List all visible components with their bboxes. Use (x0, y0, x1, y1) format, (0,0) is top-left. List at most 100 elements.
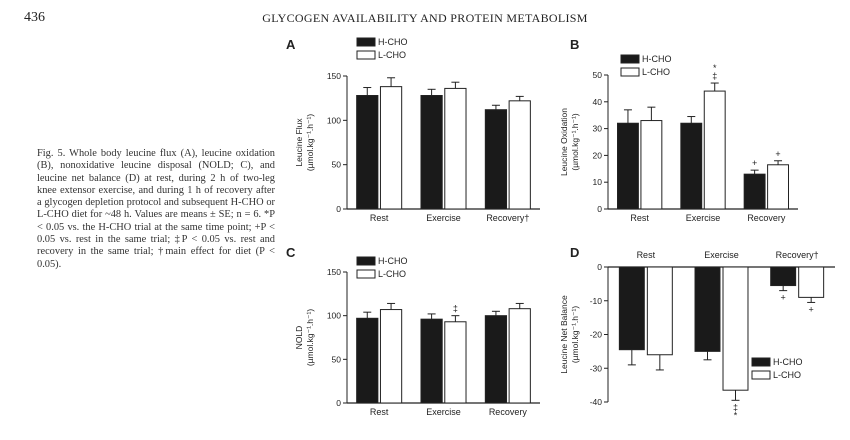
y-tick-label-d: -30 (590, 363, 603, 373)
y-tick-label-c: 150 (327, 267, 341, 277)
bar-d-hcho (694, 266, 721, 352)
bar-b-hcho (743, 173, 766, 210)
legend-label-b-hcho: H-CHO (642, 54, 672, 64)
y-tick-label-d: -40 (590, 397, 603, 407)
bar-a-hcho (484, 109, 508, 210)
legend-swatch-d-hcho (751, 357, 771, 367)
significance-mark-d: ‡ (733, 402, 738, 412)
y-tick-label-c: 100 (327, 311, 341, 321)
bar-d-hcho (770, 266, 797, 287)
legend-swatch-a-lcho (356, 50, 376, 60)
bar-a-hcho (356, 95, 379, 210)
bar-c-lcho (444, 321, 467, 404)
legend-swatch-c-hcho (356, 256, 376, 266)
y-axis-unit-c: (µmol.kg⁻¹.h⁻¹) (305, 309, 315, 366)
legend-swatch-b-hcho (620, 54, 640, 64)
y-tick-label-d: 0 (597, 262, 602, 272)
legend-swatch-a-hcho (356, 37, 376, 47)
legend-swatch-b-lcho (620, 67, 640, 77)
category-label-c: Recovery (489, 407, 528, 417)
panel-b: B 0 10 20 30 40 50 Leucine Oxidation (µmol.kg⁻¹.… (559, 37, 798, 223)
legend-label-a-hcho: H-CHO (378, 37, 408, 47)
legend-swatch-c-lcho (356, 269, 376, 279)
bar-d-lcho (722, 266, 749, 391)
category-label-c: Rest (370, 407, 389, 417)
bar-c-hcho (356, 317, 379, 404)
legend-label-c-lcho: L-CHO (378, 269, 406, 279)
category-label-b: Recovery (747, 213, 786, 223)
legend-label-d-lcho: L-CHO (773, 370, 801, 380)
significance-mark-b: + (775, 149, 780, 159)
y-tick-label-b: 50 (593, 70, 603, 80)
bar-d-lcho (798, 266, 825, 298)
bar-b-lcho (767, 164, 789, 210)
significance-mark-d: + (809, 304, 814, 314)
significance-mark-d: * (734, 410, 738, 420)
bar-c-hcho (484, 315, 508, 404)
panel-letter-b: B (570, 37, 579, 52)
bar-b-lcho (640, 120, 663, 210)
running-head: GLYCOGEN AVAILABILITY AND PROTEIN METABO… (262, 11, 588, 25)
legend-label-a-lcho: L-CHO (378, 50, 406, 60)
panel-letter-d: D (570, 245, 579, 260)
legend-label-b-lcho: L-CHO (642, 67, 670, 77)
legend-swatch-d-lcho (751, 370, 771, 380)
bar-c-lcho (379, 309, 403, 404)
y-tick-label-a: 100 (327, 115, 341, 125)
bar-d-lcho (646, 266, 673, 356)
y-tick-label-c: 0 (336, 398, 341, 408)
significance-mark-c: ‡ (453, 304, 458, 314)
category-label-d: Rest (637, 250, 656, 260)
category-label-a: Recovery† (486, 213, 529, 223)
bar-b-hcho (680, 122, 703, 210)
panel-c: C 0 50 100 150 NOLD (µmol.kg⁻¹.h⁻¹) Rest ‡ Exerci… (286, 245, 540, 417)
y-axis-label-b: Leucine Oxidation (559, 108, 569, 176)
bar-c-hcho (420, 318, 443, 404)
bar-c-lcho (508, 308, 531, 404)
significance-mark-b: ‡ (712, 71, 717, 81)
y-axis-label-a: Leucine Flux (294, 118, 304, 167)
y-axis-label-d: Leucine Net Balance (559, 295, 569, 374)
y-axis-unit-d: (µmol.kg⁻¹.h⁻¹) (570, 306, 580, 363)
significance-mark-b: * (713, 63, 717, 73)
y-tick-label-a: 50 (332, 160, 342, 170)
y-tick-label-a: 0 (336, 204, 341, 214)
panel-letter-a: A (286, 37, 296, 52)
legend-label-c-hcho: H-CHO (378, 256, 408, 266)
y-tick-label-b: 40 (593, 97, 603, 107)
significance-mark-b: + (752, 158, 757, 168)
y-tick-label-d: -10 (590, 296, 603, 306)
y-tick-label-b: 20 (593, 150, 603, 160)
bar-a-lcho (508, 100, 531, 210)
y-axis-unit-a: (µmol.kg⁻¹.h⁻¹) (305, 114, 315, 171)
category-label-d: Recovery† (776, 250, 819, 260)
bar-b-lcho (703, 90, 726, 210)
bar-a-hcho (420, 95, 443, 210)
y-axis-unit-b: (µmol.kg⁻¹.h⁻¹) (570, 113, 580, 170)
y-tick-label-b: 0 (597, 204, 602, 214)
bar-a-lcho (379, 86, 403, 210)
y-tick-label-b: 30 (593, 124, 603, 134)
panel-d: D -40 -30 -20 -10 0 Leucine Net Balance (µmol.k… (559, 245, 835, 420)
y-tick-label-c: 50 (332, 354, 342, 364)
bar-b-hcho (617, 122, 639, 210)
y-tick-label-a: 150 (327, 71, 341, 81)
significance-mark-d: + (781, 293, 786, 303)
panel-a: A 0 50 100 150 Leucine Flux (µmol.kg⁻¹.h⁻¹) Res… (286, 37, 540, 223)
category-label-b: Exercise (686, 213, 721, 223)
y-axis-label-c: NOLD (294, 326, 304, 350)
bar-d-hcho (618, 266, 645, 351)
y-tick-label-d: -20 (590, 330, 603, 340)
panel-letter-c: C (286, 245, 296, 260)
y-tick-label-b: 10 (593, 177, 603, 187)
category-label-b: Rest (630, 213, 649, 223)
category-label-d: Exercise (704, 250, 739, 260)
bar-a-lcho (444, 87, 467, 210)
category-label-a: Rest (370, 213, 389, 223)
page-number: 436 (24, 10, 45, 25)
category-label-a: Exercise (426, 213, 461, 223)
figure-caption: Fig. 5. Whole body leucine flux (A), leu… (37, 148, 275, 270)
legend-label-d-hcho: H-CHO (773, 357, 803, 367)
category-label-c: Exercise (426, 407, 461, 417)
